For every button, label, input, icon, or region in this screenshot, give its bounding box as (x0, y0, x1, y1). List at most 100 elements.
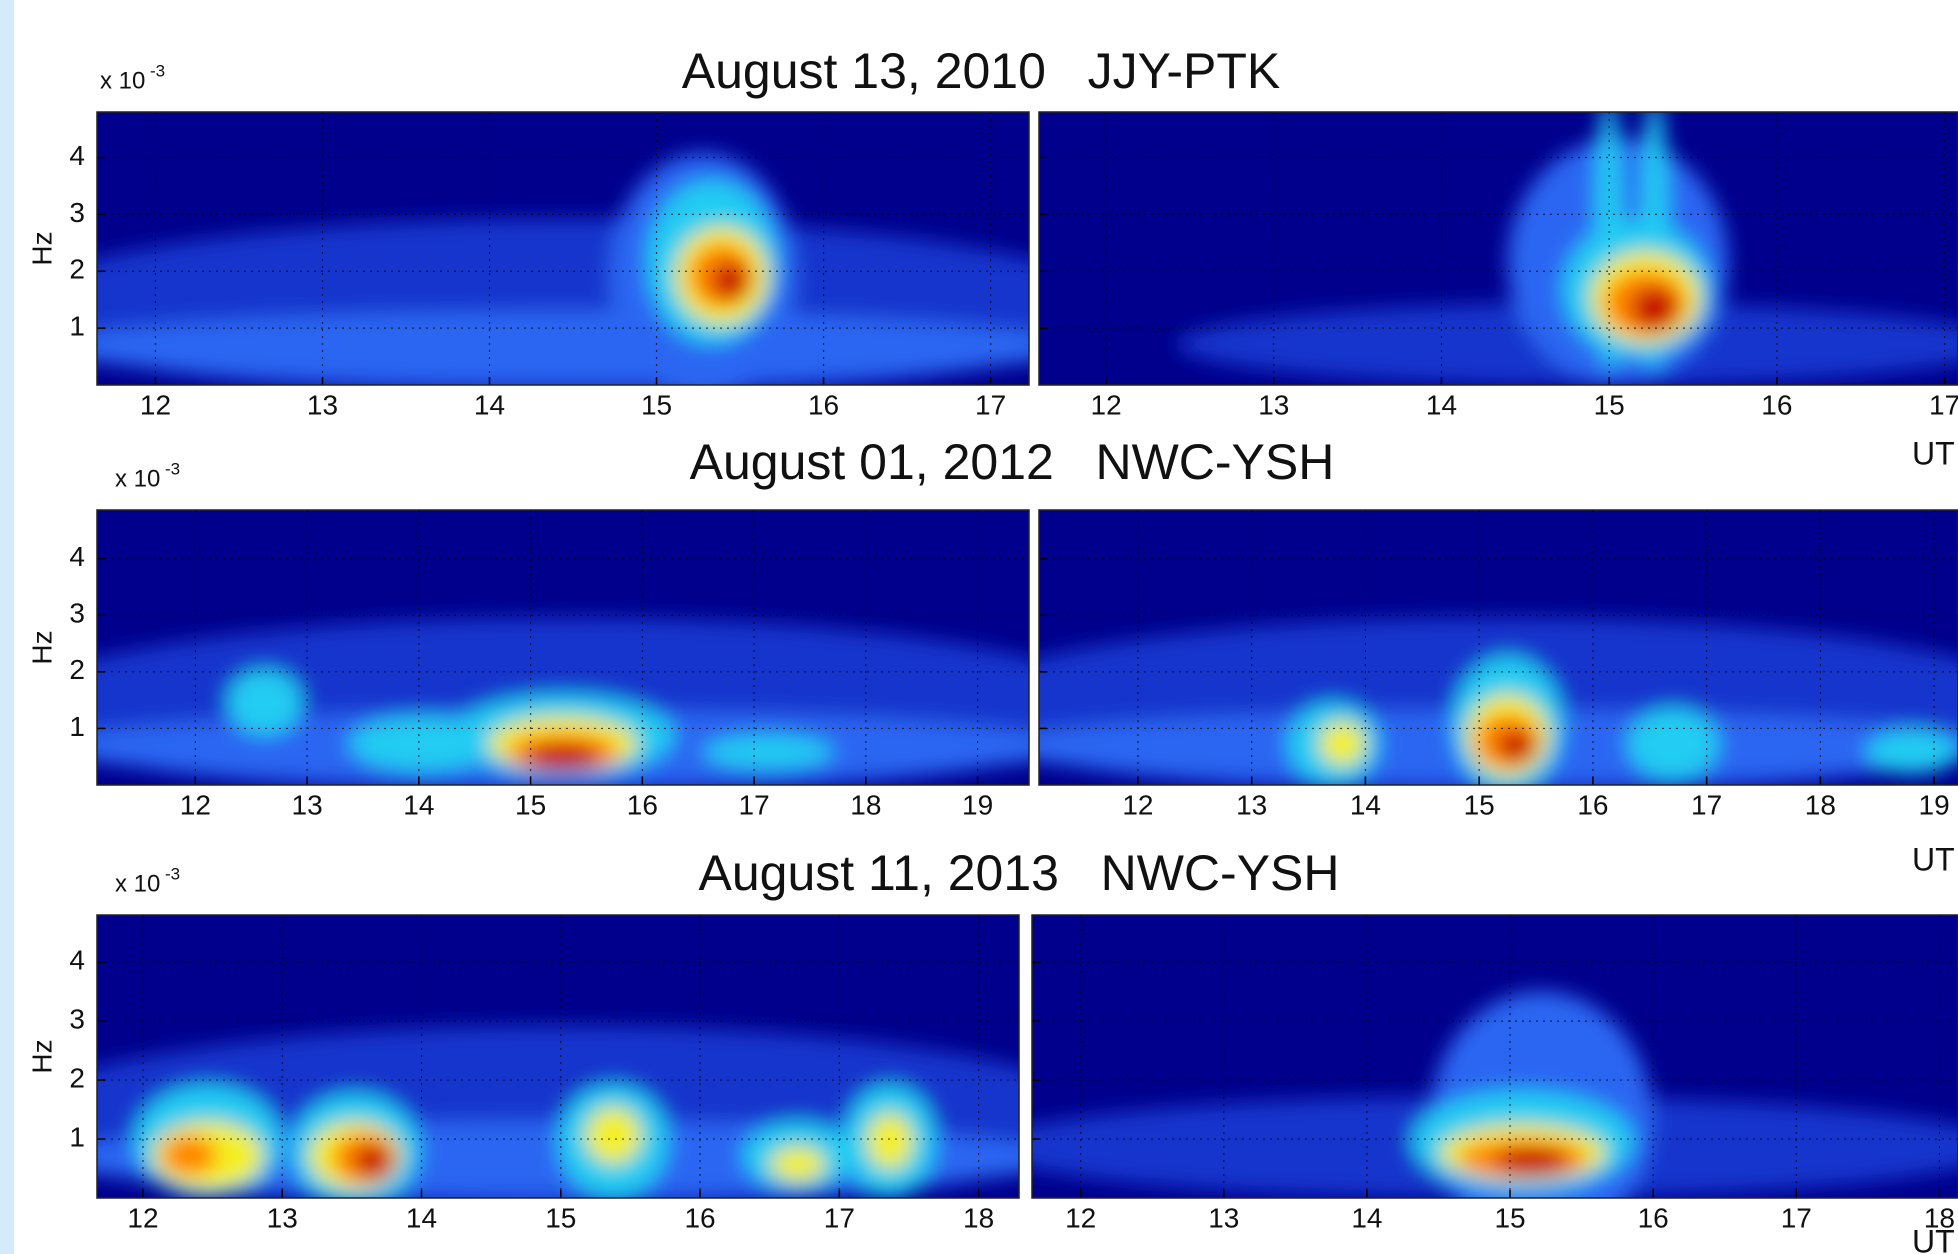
y-multiplier: x 10 (100, 67, 145, 94)
heatmap (1039, 510, 1958, 785)
x-axis-label: UT (1912, 841, 1955, 877)
x-tick-label: 12 (180, 789, 211, 820)
y-tick-label: 2 (69, 1062, 85, 1093)
x-tick-label: 12 (1122, 789, 1153, 820)
heatmap-blob (1319, 721, 1366, 766)
heatmap-field (1039, 617, 1958, 785)
x-tick-label: 12 (127, 1202, 158, 1233)
y-tick-label: 3 (69, 1004, 85, 1035)
heatmap (97, 915, 1019, 1198)
x-tick-label: 15 (545, 1202, 576, 1233)
heatmap-blob (866, 1113, 913, 1170)
heatmap-blob (770, 1147, 826, 1182)
x-tick-label: 13 (1236, 789, 1267, 820)
y-tick-label: 4 (69, 945, 85, 976)
chart-title: August 11, 2013 NWC-YSH (698, 845, 1339, 901)
x-tick-label: 16 (684, 1202, 715, 1233)
chart-title: August 13, 2010 JJY-PTK (682, 43, 1281, 99)
x-tick-label: 16 (1761, 389, 1792, 420)
x-tick-label: 14 (1351, 1202, 1382, 1233)
heatmap-blob (97, 311, 1029, 383)
heatmap-blob (227, 669, 303, 736)
x-tick-label: 12 (1065, 1202, 1096, 1233)
x-tick-label: 16 (808, 389, 839, 420)
y-tick-label: 2 (69, 654, 85, 685)
heatmap-blob (712, 262, 750, 301)
heatmap-blob (161, 1135, 217, 1176)
x-tick-label: 18 (850, 789, 881, 820)
y-multiplier-power: -3 (165, 864, 180, 883)
x-tick-label: 17 (1929, 389, 1958, 420)
x-tick-label: 19 (1919, 789, 1950, 820)
x-axis-label: UT (1912, 435, 1955, 471)
y-multiplier: x 10 (115, 465, 160, 492)
heatmap-field (97, 617, 1029, 785)
x-tick-label: 14 (406, 1202, 437, 1233)
x-tick-label: 14 (1426, 389, 1457, 420)
panel-frame (1038, 509, 1958, 786)
x-tick-label: 18 (1924, 1202, 1955, 1233)
x-tick-label: 15 (1464, 789, 1495, 820)
x-tick-label: 17 (1781, 1202, 1812, 1233)
x-tick-label: 14 (403, 789, 434, 820)
x-tick-label: 15 (515, 789, 546, 820)
x-tick-label: 13 (307, 389, 338, 420)
heatmap-blob (1495, 1147, 1570, 1176)
x-tick-label: 18 (1805, 789, 1836, 820)
x-tick-label: 12 (140, 389, 171, 420)
x-tick-label: 16 (627, 789, 658, 820)
heatmap-blob (1627, 708, 1720, 780)
heatmap-field (1032, 991, 1958, 1198)
x-tick-label: 18 (963, 1202, 994, 1233)
heatmap (97, 510, 1029, 785)
y-axis-label: Hz (26, 1039, 57, 1073)
x-tick-label: 16 (1577, 789, 1608, 820)
heatmap (1032, 915, 1958, 1198)
panel-frame (96, 111, 1030, 386)
x-tick-label: 13 (1208, 1202, 1239, 1233)
x-tick-label: 17 (739, 789, 770, 820)
panel-frame (96, 509, 1030, 786)
heatmap-blob (702, 735, 834, 769)
x-tick-label: 15 (1594, 389, 1625, 420)
x-tick-label: 13 (1258, 389, 1289, 420)
x-tick-label: 17 (975, 389, 1006, 420)
panel-frame (96, 914, 1020, 1199)
y-axis-label: Hz (26, 630, 57, 664)
heatmap (1039, 112, 1958, 385)
y-axis-label: Hz (26, 231, 57, 265)
x-axis-label: UT (1912, 1223, 1955, 1254)
x-tick-label: 19 (962, 789, 993, 820)
x-tick-label: 17 (1691, 789, 1722, 820)
y-tick-label: 1 (69, 311, 85, 342)
heatmap-field (1176, 112, 1958, 385)
x-tick-label: 13 (267, 1202, 298, 1233)
heatmap-blob (1498, 730, 1536, 763)
y-tick-label: 4 (69, 140, 85, 171)
y-tick-label: 2 (69, 254, 85, 285)
heatmap-blob (1866, 730, 1958, 774)
x-tick-label: 17 (824, 1202, 855, 1233)
x-tick-label: 16 (1638, 1202, 1669, 1233)
panel-frame (1038, 111, 1958, 386)
x-tick-label: 15 (641, 389, 672, 420)
y-multiplier-power: -3 (165, 459, 180, 478)
chart-title: August 01, 2012 NWC-YSH (690, 434, 1335, 490)
heatmap-blob (1631, 286, 1678, 331)
heatmap-blob (585, 1107, 641, 1165)
x-tick-label: 13 (292, 789, 323, 820)
y-tick-label: 3 (69, 598, 85, 629)
y-multiplier-power: -3 (150, 61, 165, 80)
left-border (0, 0, 14, 1254)
x-tick-label: 14 (1350, 789, 1381, 820)
heatmap-blob (525, 743, 601, 772)
heatmap-field (97, 1025, 1019, 1198)
panel-frame (1031, 914, 1958, 1199)
x-tick-label: 12 (1091, 389, 1122, 420)
y-tick-label: 3 (69, 197, 85, 228)
heatmap (97, 112, 1029, 385)
y-tick-label: 4 (69, 541, 85, 572)
y-tick-label: 1 (69, 711, 85, 742)
y-multiplier: x 10 (115, 870, 160, 897)
